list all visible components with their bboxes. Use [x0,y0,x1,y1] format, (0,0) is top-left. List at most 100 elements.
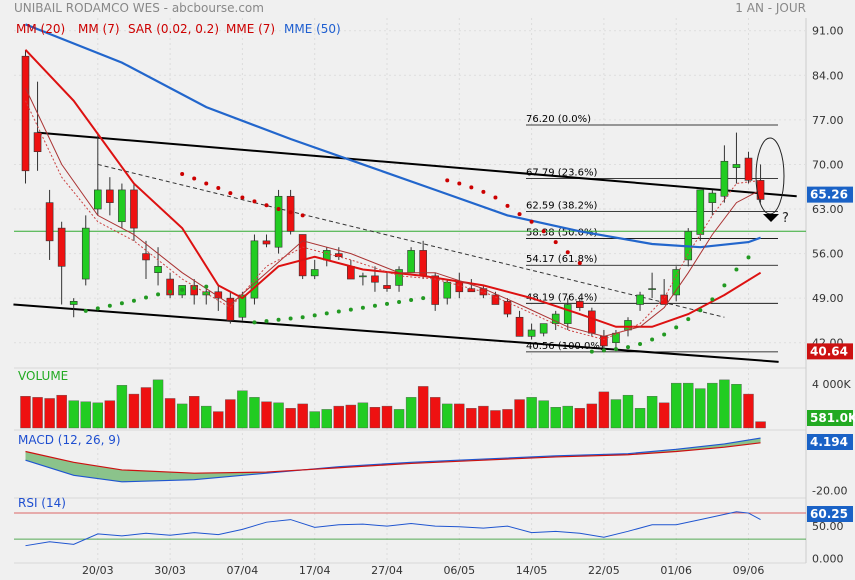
mme7-line [25,100,761,341]
sar-dot [348,307,353,312]
volume-bar [502,409,513,429]
sar-dot [421,296,426,301]
candle-body [214,291,223,299]
volume-bar [273,402,284,429]
mm7-line [25,87,761,337]
sar-dot [589,349,594,354]
sar-dot [107,303,112,308]
low-price-label-text: 40.64 [810,344,848,358]
rsi-y-tick: 50.00 [812,520,844,533]
sar-dot [626,345,630,350]
candle-body [527,329,536,337]
sar-dot [119,301,124,306]
sar-dot [409,298,414,303]
candle-body [455,281,464,293]
sar-dot [686,317,691,322]
x-tick-label: 27/04 [371,564,403,577]
sar-dot [228,191,233,196]
candle-body [33,132,42,153]
rsi-panel [14,511,806,547]
last-price-label: 65.26 [807,186,853,203]
macd-last-label-text: 4.194 [810,435,848,449]
sar-dot [144,295,148,300]
macd-panel [25,437,761,483]
x-tick-label: 06/05 [443,564,475,577]
y-tick-label: 49.00 [812,292,844,305]
candle-body [226,297,235,321]
sar-dot [577,261,582,266]
fibonacci-level-label: 48.19 (76.4%) [526,292,597,303]
price-panel: 76.20 (0.0%) 67.79 (23.6%) 62.59 (38.2%) 58… [13,23,806,363]
legend-item: MM (7) [78,22,120,36]
candle-body [118,189,126,223]
volume-bar [393,409,405,429]
y-tick-label: 70.00 [812,158,844,171]
candle-body [648,288,656,290]
volume-bar [80,401,91,429]
sar-dot [252,199,257,204]
legend: MM (20) MM (7) SAR (0.02, 0.2) MME (7) MME (… [16,22,341,36]
sar-dot [710,297,715,302]
volume-bar [261,401,272,429]
volume-last-label-background [807,410,853,426]
volume-bar [646,396,658,429]
candle-body [359,275,367,278]
sar-dot [553,240,558,245]
candle-body [57,227,66,267]
sar-dot [168,289,173,294]
sar-dot [204,181,209,186]
sar-dot [95,306,100,311]
sar-dot [565,250,570,255]
sar-dot [493,195,498,200]
sar-dot [264,203,269,208]
candle-body [154,266,162,273]
volume-bar [285,408,296,429]
y-tick-label: 77.00 [812,114,844,127]
annotation-question: ? [782,211,789,226]
volume-bar [213,411,224,429]
sar-dot [324,311,329,316]
volume-bar [598,391,610,429]
volume-bar [610,399,622,429]
volume-bar [695,388,706,429]
volume-bar [743,393,754,429]
volume-bar [237,390,248,429]
sar-dot [156,292,161,297]
fibonacci-level-label: 62.59 (38.2%) [526,201,597,212]
legend-item: SAR (0.02, 0.2) [128,22,219,36]
volume-bar [345,404,357,429]
volume-bar [574,408,585,429]
sar-dot [300,213,305,218]
sar-dot [445,178,450,183]
candle-body [130,189,138,229]
sar-dot [517,212,522,217]
volume-bar [538,400,549,429]
volume-y-tick: 4 000K [812,378,851,391]
candle-body [142,253,150,261]
candle-body [45,202,54,242]
sar-dot [457,181,462,186]
candle-body [383,285,391,289]
sar-dot [638,341,643,346]
x-tick-label: 20/03 [82,564,114,577]
volume-bar [128,393,140,429]
volume-bar [140,387,152,429]
macd-signal-line [25,442,761,474]
candle-body [660,294,668,305]
candle-body [491,294,500,305]
volume-bar [514,399,525,429]
volume-bar [152,379,164,429]
sar-dot [204,284,209,289]
y-tick-label: 63.00 [812,203,844,216]
candle-body [443,281,452,299]
sar-dot [734,267,739,272]
sar-dot [722,283,727,288]
x-tick-label: 22/05 [588,564,620,577]
fibonacci-level-label: 67.79 (23.6%) [526,168,597,179]
volume-bar [430,397,441,429]
candle-body [732,164,741,168]
sar-dot [336,309,341,314]
sar-dot [276,207,281,212]
candle-body [190,285,198,296]
sar-dot [698,308,703,313]
